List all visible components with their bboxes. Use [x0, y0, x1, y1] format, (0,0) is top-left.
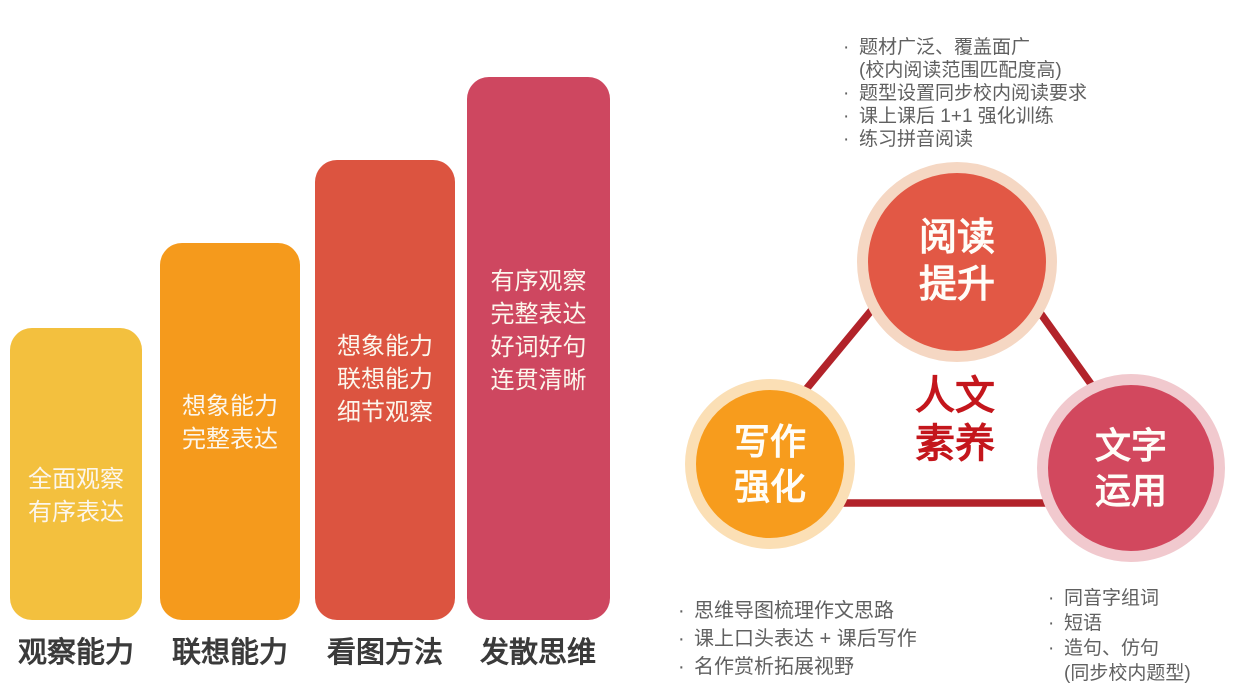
list-item-continuation: (校内阅读范围匹配度高) — [859, 60, 1062, 81]
circle-text-line: 写作 — [733, 421, 806, 462]
bullet-dot: · — [843, 129, 850, 150]
list-item-text: 题材广泛、覆盖面广 — [859, 37, 1031, 58]
bar-observe-text: 全面观察 有序表达 — [10, 463, 142, 529]
list-item: · 课上口头表达 + 课后写作 — [678, 625, 1008, 653]
list-item: · 题材广泛、覆盖面广 — [843, 36, 1183, 59]
writing-notes-list: · 思维导图梳理作文思路 · 课上口头表达 + 课后写作 · 名作赏析拓展视野 — [678, 597, 1008, 681]
bar-observe: 全面观察 有序表达 — [10, 328, 142, 620]
bullet-dot: · — [678, 628, 685, 650]
list-item-text: 课上课后 1+1 强化训练 — [859, 106, 1054, 127]
bar-label-associate: 联想能力 — [171, 637, 288, 669]
bar-divergent-thinking: 有序观察 完整表达 好词好句 连贯清晰 — [467, 77, 610, 620]
bar-divergent-thinking-text: 有序观察 完整表达 好词好句 连贯清晰 — [467, 265, 610, 397]
center-label-line: 人文 — [915, 374, 995, 418]
list-item-text: 思维导图梳理作文思路 — [694, 600, 894, 622]
bar-label-divergent-thinking: 发散思维 — [479, 637, 596, 669]
words-notes-list: · 同音字组词 · 短语 · 造句、仿句 (同步校内题型) — [1048, 586, 1238, 686]
center-label-line: 素养 — [915, 422, 995, 466]
bar-text-line: 完整表达 — [490, 301, 587, 328]
bar-text-line: 连贯清晰 — [490, 367, 587, 394]
list-item: · 思维导图梳理作文思路 — [678, 597, 1008, 625]
list-item-text: 同音字组词 — [1064, 588, 1160, 609]
bullet-dot: · — [1048, 613, 1055, 634]
bar-text-line: 有序表达 — [28, 499, 124, 526]
bullet-dot: · — [843, 106, 850, 127]
bar-picture-method: 想象能力 联想能力 细节观察 — [315, 160, 455, 620]
bullet-dot: · — [678, 656, 685, 678]
circle-text-line: 阅读 — [918, 217, 995, 259]
bullet-dot: · — [678, 600, 685, 622]
list-item: · 题型设置同步校内阅读要求 — [843, 82, 1183, 105]
bar-picture-method-text: 想象能力 联想能力 细节观察 — [315, 330, 455, 429]
node-writing-circle: 写作 强化 — [685, 379, 855, 549]
bar-associate: 想象能力 完整表达 — [160, 243, 300, 620]
circle-text-line: 强化 — [733, 466, 806, 507]
bullet-dot: · — [843, 83, 850, 104]
bar-text-line: 联想能力 — [337, 366, 433, 393]
circle-text-line: 文字 — [1094, 425, 1167, 466]
list-item: · 同音字组词 — [1048, 586, 1238, 611]
circle-text-line: 提升 — [918, 264, 995, 306]
bar-text-line: 有序观察 — [490, 268, 587, 295]
list-item: · 课上课后 1+1 强化训练 — [843, 105, 1183, 128]
bar-text-line: 全面观察 — [28, 466, 124, 493]
list-item: · 造句、仿句 — [1048, 636, 1238, 661]
node-writing-label: 写作 强化 — [734, 419, 806, 509]
list-item-text: 短语 — [1064, 613, 1103, 634]
list-item-text: 练习拼音阅读 — [859, 129, 974, 150]
bar-text-line: 好词好句 — [490, 334, 587, 361]
list-item: · 名作赏析拓展视野 — [678, 653, 1008, 681]
bar-text-line: 想象能力 — [337, 333, 433, 360]
bullet-dot: · — [1048, 588, 1055, 609]
bullet-dot: · — [1048, 638, 1055, 659]
bar-label-picture-method: 看图方法 — [326, 637, 443, 669]
bullet-dot: · — [843, 37, 850, 58]
list-item-text: 造句、仿句 — [1064, 638, 1160, 659]
list-item-text: 题型设置同步校内阅读要求 — [859, 83, 1088, 104]
node-reading-circle: 阅读 提升 — [857, 162, 1057, 362]
node-reading-label: 阅读 提升 — [919, 215, 995, 309]
bar-associate-text: 想象能力 完整表达 — [160, 390, 300, 456]
center-label-humanities: 人文 素养 — [875, 372, 1035, 468]
triangle-path — [708, 198, 1180, 507]
list-item-continuation: (同步校内题型) — [1064, 663, 1191, 684]
circle-text-line: 运用 — [1094, 470, 1167, 511]
list-item: · 练习拼音阅读 — [843, 128, 1183, 151]
reading-notes-list: · 题材广泛、覆盖面广 (校内阅读范围匹配度高) · 题型设置同步校内阅读要求 … — [843, 36, 1183, 151]
list-item: · 短语 — [1048, 611, 1238, 636]
list-item-text: 课上口头表达 + 课后写作 — [694, 628, 917, 650]
bar-text-line: 想象能力 — [182, 393, 278, 420]
node-words-circle: 文字 运用 — [1037, 374, 1225, 562]
list-item-text: 名作赏析拓展视野 — [694, 656, 854, 678]
bar-text-line: 细节观察 — [337, 399, 433, 426]
bar-text-line: 完整表达 — [182, 426, 278, 453]
node-words-label: 文字 运用 — [1095, 423, 1167, 513]
bar-label-observe: 观察能力 — [17, 637, 134, 669]
